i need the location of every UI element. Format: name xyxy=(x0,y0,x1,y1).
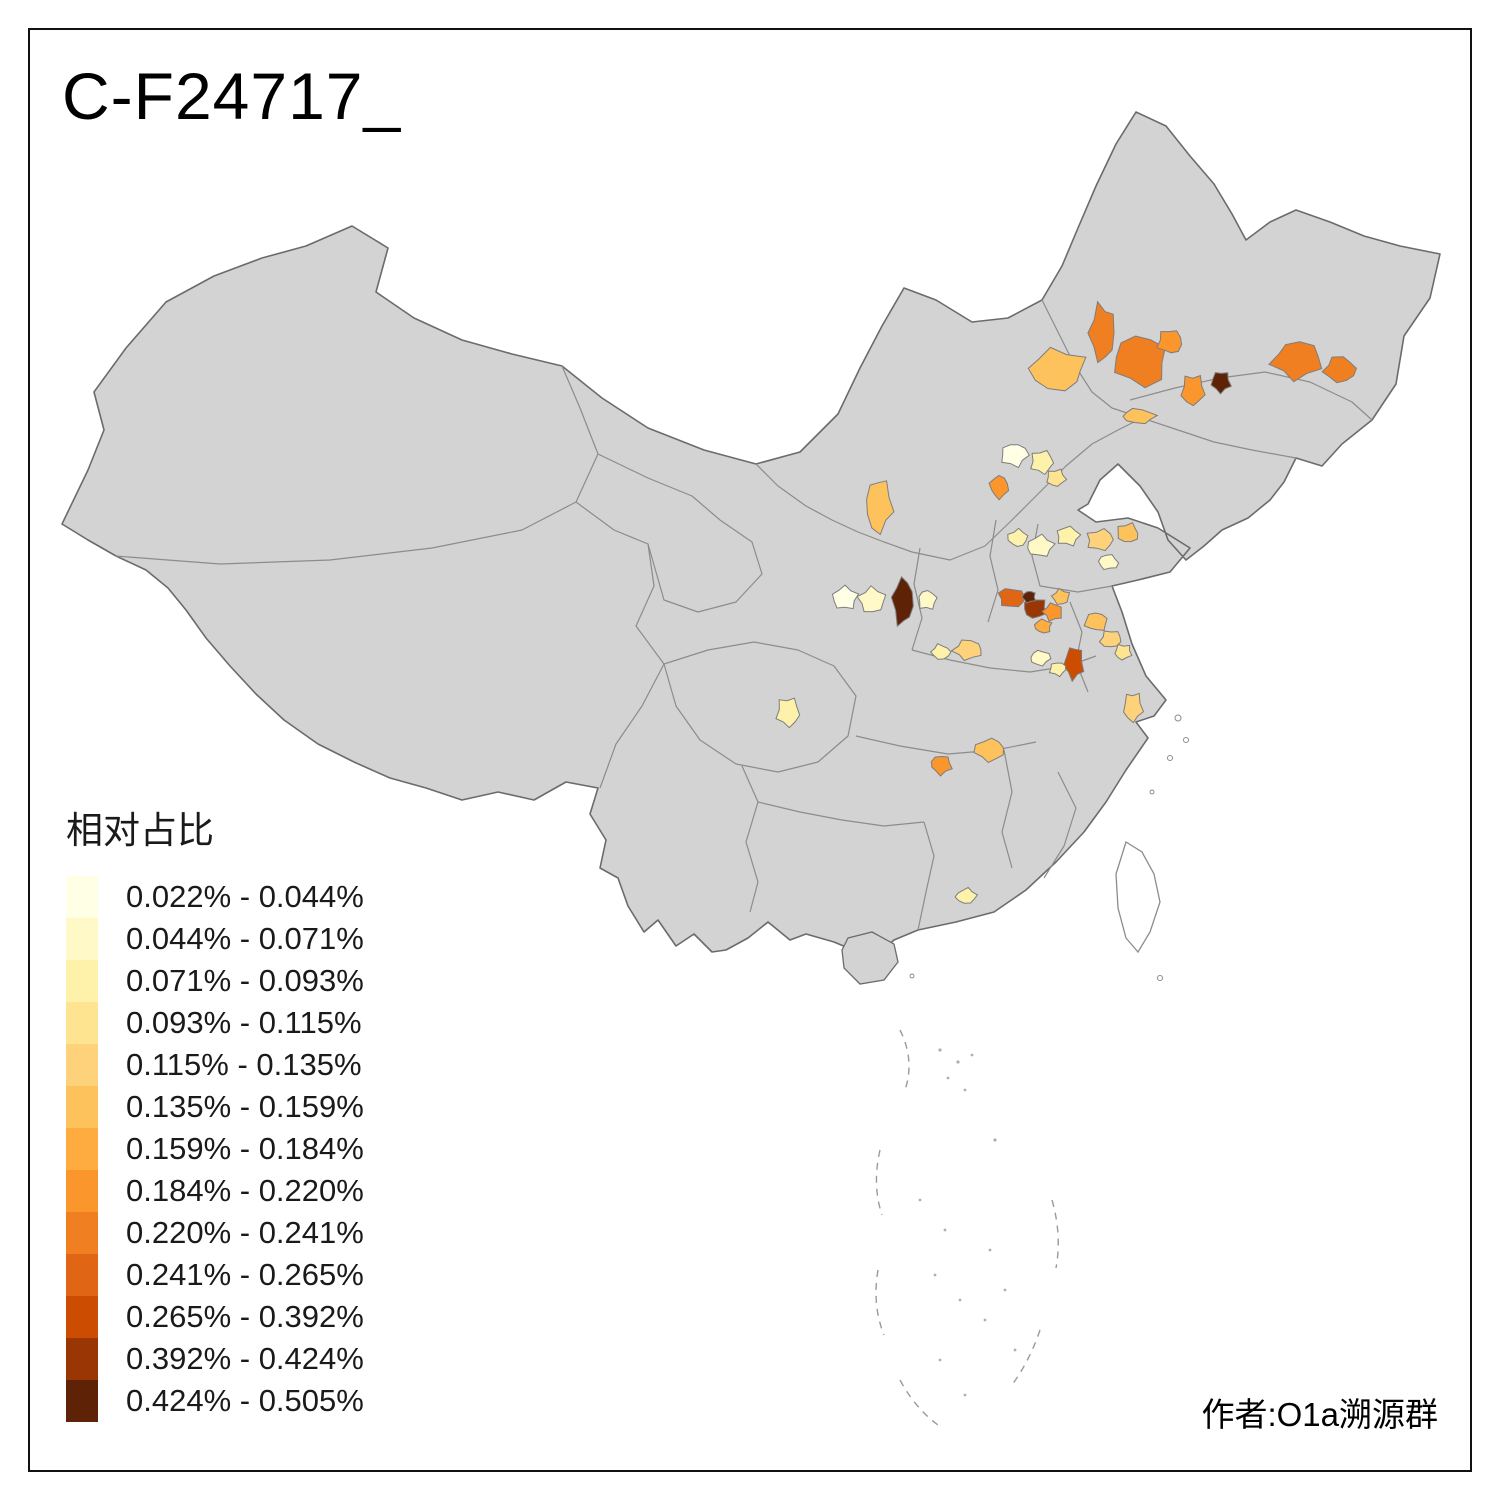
legend-swatch xyxy=(66,1002,98,1044)
legend-label: 0.184% - 0.220% xyxy=(126,1173,364,1208)
region-patch xyxy=(1083,612,1108,631)
region-patch xyxy=(1098,630,1122,648)
nine-dash-line xyxy=(875,1029,1059,1426)
legend-swatch xyxy=(66,1128,98,1170)
region-patch xyxy=(1027,346,1087,392)
legend-entry: 0.022% - 0.044% xyxy=(66,876,364,918)
region-patch xyxy=(1007,527,1029,548)
legend-swatch xyxy=(66,918,98,960)
region-patch xyxy=(866,480,895,536)
legend-label: 0.220% - 0.241% xyxy=(126,1215,364,1250)
region-patch xyxy=(775,697,801,729)
legend-swatch xyxy=(66,876,98,918)
legend-entry: 0.135% - 0.159% xyxy=(66,1086,364,1128)
legend-entry: 0.159% - 0.184% xyxy=(66,1128,364,1170)
taiwan-island xyxy=(1115,841,1161,954)
region-patch xyxy=(1087,300,1115,364)
region-patch xyxy=(997,588,1025,608)
chart-title: C-F24717_ xyxy=(62,59,402,133)
region-patch xyxy=(1268,341,1323,383)
region-patch xyxy=(1030,649,1052,667)
region-patch xyxy=(929,643,952,660)
region-patch xyxy=(1030,449,1055,476)
region-patch xyxy=(1180,374,1206,407)
legend-swatch xyxy=(66,1380,98,1422)
legend-entries: 0.022% - 0.044% 0.044% - 0.071% 0.071% - 0… xyxy=(66,876,364,1422)
region-patch xyxy=(1027,533,1056,557)
legend-swatch xyxy=(66,1254,98,1296)
legend-label: 0.071% - 0.093% xyxy=(126,963,364,998)
legend-label: 0.115% - 0.135% xyxy=(126,1047,362,1082)
region-patch xyxy=(1321,356,1357,384)
highlighted-regions xyxy=(775,300,1357,904)
legend-label: 0.392% - 0.424% xyxy=(126,1341,364,1376)
author-credit: 作者:O1a溯源群 xyxy=(1201,1396,1438,1433)
region-patch xyxy=(856,585,887,613)
legend-entry: 0.093% - 0.115% xyxy=(66,1002,364,1044)
region-patch xyxy=(1033,618,1053,634)
region-patch xyxy=(950,639,982,662)
region-patch xyxy=(1063,647,1085,683)
legend-swatch xyxy=(66,1296,98,1338)
legend-entry: 0.044% - 0.071% xyxy=(66,918,364,960)
legend-entry: 0.220% - 0.241% xyxy=(66,1212,364,1254)
region-patch xyxy=(1056,525,1082,547)
legend-label: 0.093% - 0.115% xyxy=(126,1005,362,1040)
region-patch xyxy=(1086,528,1114,552)
region-patch xyxy=(988,474,1010,501)
region-patch xyxy=(1210,372,1232,395)
island-dots xyxy=(918,1048,1017,1397)
region-patch xyxy=(1048,662,1067,678)
legend-title: 相对占比 xyxy=(66,810,214,851)
legend-swatch xyxy=(66,1044,98,1086)
legend-label: 0.135% - 0.159% xyxy=(126,1089,364,1124)
legend-label: 0.159% - 0.184% xyxy=(126,1131,364,1166)
legend-swatch xyxy=(66,1086,98,1128)
legend-swatch xyxy=(66,960,98,1002)
legend-entry: 0.265% - 0.392% xyxy=(66,1296,364,1338)
region-patch xyxy=(1041,602,1062,622)
region-patch xyxy=(1046,468,1068,487)
legend-label: 0.044% - 0.071% xyxy=(126,921,364,956)
region-patch xyxy=(954,886,979,904)
region-patch xyxy=(890,576,914,628)
legend-label: 0.022% - 0.044% xyxy=(126,879,364,914)
region-patch xyxy=(1123,692,1145,724)
legend-swatch xyxy=(66,1338,98,1380)
region-patch xyxy=(1117,522,1139,543)
legend-swatch xyxy=(66,1170,98,1212)
legend-entry: 0.184% - 0.220% xyxy=(66,1170,364,1212)
region-patch xyxy=(1021,590,1036,604)
region-patch xyxy=(1114,335,1166,389)
legend-entry: 0.071% - 0.093% xyxy=(66,960,364,1002)
legend-label: 0.424% - 0.505% xyxy=(126,1383,364,1418)
legend-entry: 0.241% - 0.265% xyxy=(66,1254,364,1296)
hainan-island xyxy=(841,931,899,985)
coastal-islands xyxy=(909,714,1189,981)
region-patch xyxy=(1050,587,1071,605)
legend-swatch xyxy=(66,1212,98,1254)
legend: 相对占比 0.022% - 0.044% 0.044% - 0.071% 0.071… xyxy=(66,800,364,1422)
region-patch xyxy=(1097,554,1120,571)
legend-label: 0.265% - 0.392% xyxy=(126,1299,364,1334)
region-patch xyxy=(1122,407,1159,425)
legend-entry: 0.424% - 0.505% xyxy=(66,1380,364,1422)
region-patch xyxy=(930,755,953,777)
legend-entry: 0.392% - 0.424% xyxy=(66,1338,364,1380)
region-patch xyxy=(831,584,860,610)
region-patch xyxy=(1114,643,1133,661)
region-patch xyxy=(918,589,938,610)
legend-label: 0.241% - 0.265% xyxy=(126,1257,364,1292)
region-patch xyxy=(1156,330,1183,354)
legend-entry: 0.115% - 0.135% xyxy=(66,1044,364,1086)
region-patch xyxy=(1001,444,1030,469)
region-patch xyxy=(973,737,1004,764)
